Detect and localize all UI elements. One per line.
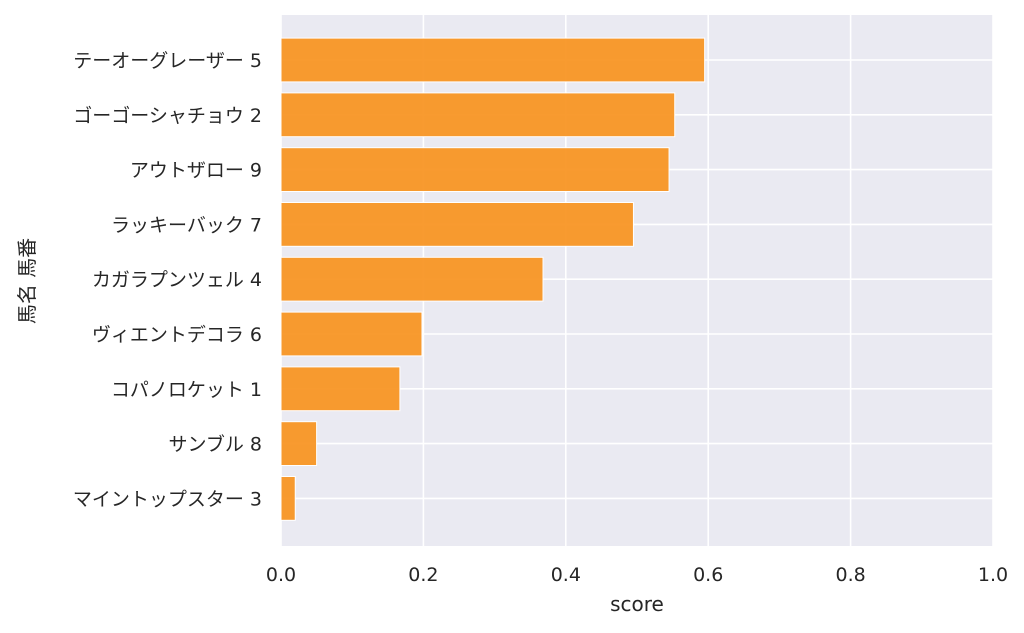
y-tick-label: サンブル 8 bbox=[168, 433, 262, 456]
x-tick-label: 1.0 bbox=[978, 564, 1008, 586]
y-axis-title: 馬名 馬番 bbox=[15, 238, 39, 324]
x-tick-label: 0.8 bbox=[835, 564, 865, 586]
x-tick-labels: 0.0 0.2 0.4 0.6 0.8 1.0 bbox=[266, 564, 1008, 586]
x-tick-label: 0.2 bbox=[408, 564, 438, 586]
bar bbox=[280, 311, 423, 357]
x-tick-label: 0.6 bbox=[693, 564, 723, 586]
y-tick-label: ゴーゴーシャチョウ 2 bbox=[73, 105, 262, 127]
bar bbox=[280, 147, 670, 192]
bar bbox=[280, 366, 401, 412]
x-tick-label: 0.4 bbox=[551, 564, 581, 586]
y-tick-label: アウトザロー 9 bbox=[130, 160, 262, 182]
y-tick-label: テーオーグレーザー 5 bbox=[73, 50, 262, 72]
x-tick-label: 0.0 bbox=[266, 564, 296, 586]
bar bbox=[280, 421, 318, 467]
x-axis-title: score bbox=[610, 592, 664, 616]
bar bbox=[280, 476, 296, 521]
bar bbox=[280, 37, 706, 83]
y-tick-label: マイントップスター 3 bbox=[73, 488, 262, 510]
bar bbox=[280, 202, 634, 247]
y-tick-label: ラッキーバック 7 bbox=[111, 214, 262, 236]
y-tick-label: カガラプンツェル 4 bbox=[92, 269, 262, 291]
bar bbox=[280, 92, 676, 138]
bar bbox=[280, 256, 544, 302]
bars bbox=[280, 37, 706, 521]
y-tick-labels: テーオーグレーザー 5 ゴーゴーシャチョウ 2 アウトザロー 9 ラッキーバック 7 カ… bbox=[73, 50, 262, 510]
y-tick-label: コパノロケット 1 bbox=[111, 379, 262, 401]
y-tick-label: ヴィエントデコラ 6 bbox=[92, 324, 262, 346]
